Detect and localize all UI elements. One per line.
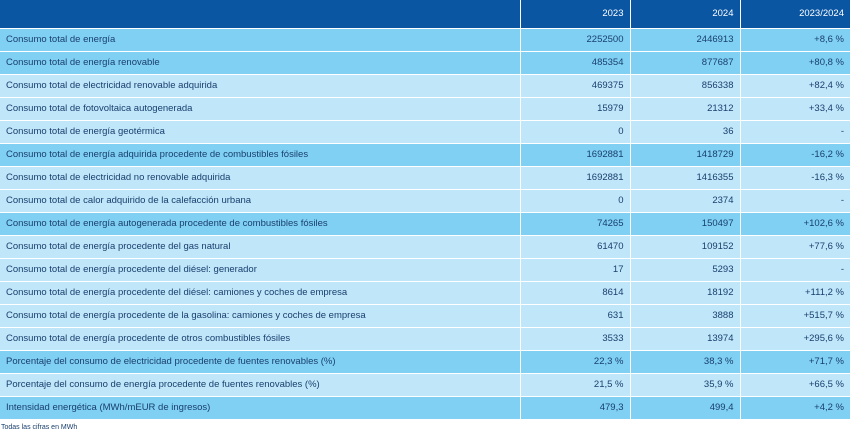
table-row: Consumo total de energía adquirida proce… — [0, 143, 850, 167]
value-2024: 3888 — [630, 304, 741, 328]
value-2024: 5293 — [630, 258, 741, 282]
row-label: Porcentaje del consumo de energía proced… — [0, 373, 521, 397]
table-row: Consumo total de energía geotérmica 0 36… — [0, 120, 850, 144]
row-label: Consumo total de electricidad renovable … — [0, 74, 521, 98]
table-row: Porcentaje del consumo de energía proced… — [0, 373, 850, 397]
value-change: -16,2 % — [740, 143, 850, 167]
value-2023: 485354 — [520, 51, 631, 75]
row-label: Consumo total de energía procedente de l… — [0, 304, 521, 328]
table-header-row: 2023 2024 2023/2024 — [0, 0, 850, 29]
value-change: +80,8 % — [740, 51, 850, 75]
table-row: Consumo total de energía procedente del … — [0, 235, 850, 259]
value-2023: 469375 — [520, 74, 631, 98]
header-change: 2023/2024 — [740, 0, 850, 29]
table-row: Consumo total de energía procedente de l… — [0, 304, 850, 328]
value-2024: 36 — [630, 120, 741, 144]
row-label: Consumo total de energía procedente del … — [0, 281, 521, 305]
value-2024: 877687 — [630, 51, 741, 75]
row-label: Consumo total de energía procedente de o… — [0, 327, 521, 351]
table-row: Consumo total de energía procedente de o… — [0, 327, 850, 351]
value-2023: 0 — [520, 120, 631, 144]
footnote: Todas las cifras en MWh — [1, 424, 78, 431]
value-change: +33,4 % — [740, 97, 850, 121]
value-2023: 1692881 — [520, 143, 631, 167]
value-change: +111,2 % — [740, 281, 850, 305]
value-2024: 109152 — [630, 235, 741, 259]
value-2023: 3533 — [520, 327, 631, 351]
table-row: Porcentaje del consumo de electricidad p… — [0, 350, 850, 374]
row-label: Consumo total de energía renovable — [0, 51, 521, 75]
table-row: Intensidad energética (MWh/mEUR de ingre… — [0, 396, 850, 420]
value-2023: 0 — [520, 189, 631, 213]
value-change: +102,6 % — [740, 212, 850, 236]
header-2023: 2023 — [520, 0, 631, 29]
value-2024: 18192 — [630, 281, 741, 305]
row-label: Consumo total de energía geotérmica — [0, 120, 521, 144]
value-2024: 21312 — [630, 97, 741, 121]
value-2023: 61470 — [520, 235, 631, 259]
value-2023: 2252500 — [520, 28, 631, 52]
value-2023: 8614 — [520, 281, 631, 305]
value-2024: 2374 — [630, 189, 741, 213]
value-2023: 17 — [520, 258, 631, 282]
value-2023: 631 — [520, 304, 631, 328]
value-2023: 22,3 % — [520, 350, 631, 374]
value-2024: 13974 — [630, 327, 741, 351]
row-label: Consumo total de energía — [0, 28, 521, 52]
value-2024: 150497 — [630, 212, 741, 236]
value-2023: 1692881 — [520, 166, 631, 190]
value-change: -16,3 % — [740, 166, 850, 190]
value-2024: 2446913 — [630, 28, 741, 52]
value-change: - — [740, 258, 850, 282]
table-row: Consumo total de fotovoltaica autogenera… — [0, 97, 850, 121]
value-change: +295,6 % — [740, 327, 850, 351]
value-change: +515,7 % — [740, 304, 850, 328]
table-row: Consumo total de energía renovable 48535… — [0, 51, 850, 75]
value-2024: 499,4 — [630, 396, 741, 420]
value-2023: 21,5 % — [520, 373, 631, 397]
value-change: +82,4 % — [740, 74, 850, 98]
table-row: Consumo total de energía autogenerada pr… — [0, 212, 850, 236]
value-2024: 38,3 % — [630, 350, 741, 374]
header-label — [0, 0, 521, 29]
value-2024: 856338 — [630, 74, 741, 98]
value-change: +77,6 % — [740, 235, 850, 259]
header-2024: 2024 — [630, 0, 741, 29]
row-label: Consumo total de energía procedente del … — [0, 235, 521, 259]
table-row: Consumo total de calor adquirido de la c… — [0, 189, 850, 213]
row-label: Consumo total de electricidad no renovab… — [0, 166, 521, 190]
table-row: Consumo total de electricidad renovable … — [0, 74, 850, 98]
value-change: +8,6 % — [740, 28, 850, 52]
table-row: Consumo total de electricidad no renovab… — [0, 166, 850, 190]
row-label: Consumo total de calor adquirido de la c… — [0, 189, 521, 213]
table-row: Consumo total de energía procedente del … — [0, 258, 850, 282]
row-label: Consumo total de energía autogenerada pr… — [0, 212, 521, 236]
value-2023: 15979 — [520, 97, 631, 121]
value-change: - — [740, 120, 850, 144]
value-change: +4,2 % — [740, 396, 850, 420]
row-label: Consumo total de fotovoltaica autogenera… — [0, 97, 521, 121]
value-2023: 74265 — [520, 212, 631, 236]
row-label: Consumo total de energía adquirida proce… — [0, 143, 521, 167]
table-row: Consumo total de energía procedente del … — [0, 281, 850, 305]
energy-consumption-table: 2023 2024 2023/2024 Consumo total de ene… — [0, 0, 850, 420]
value-2023: 479,3 — [520, 396, 631, 420]
table-row: Consumo total de energía 2252500 2446913… — [0, 28, 850, 52]
row-label: Consumo total de energía procedente del … — [0, 258, 521, 282]
row-label: Intensidad energética (MWh/mEUR de ingre… — [0, 396, 521, 420]
value-change: +66,5 % — [740, 373, 850, 397]
value-change: +71,7 % — [740, 350, 850, 374]
value-change: - — [740, 189, 850, 213]
value-2024: 35,9 % — [630, 373, 741, 397]
value-2024: 1418729 — [630, 143, 741, 167]
row-label: Porcentaje del consumo de electricidad p… — [0, 350, 521, 374]
value-2024: 1416355 — [630, 166, 741, 190]
